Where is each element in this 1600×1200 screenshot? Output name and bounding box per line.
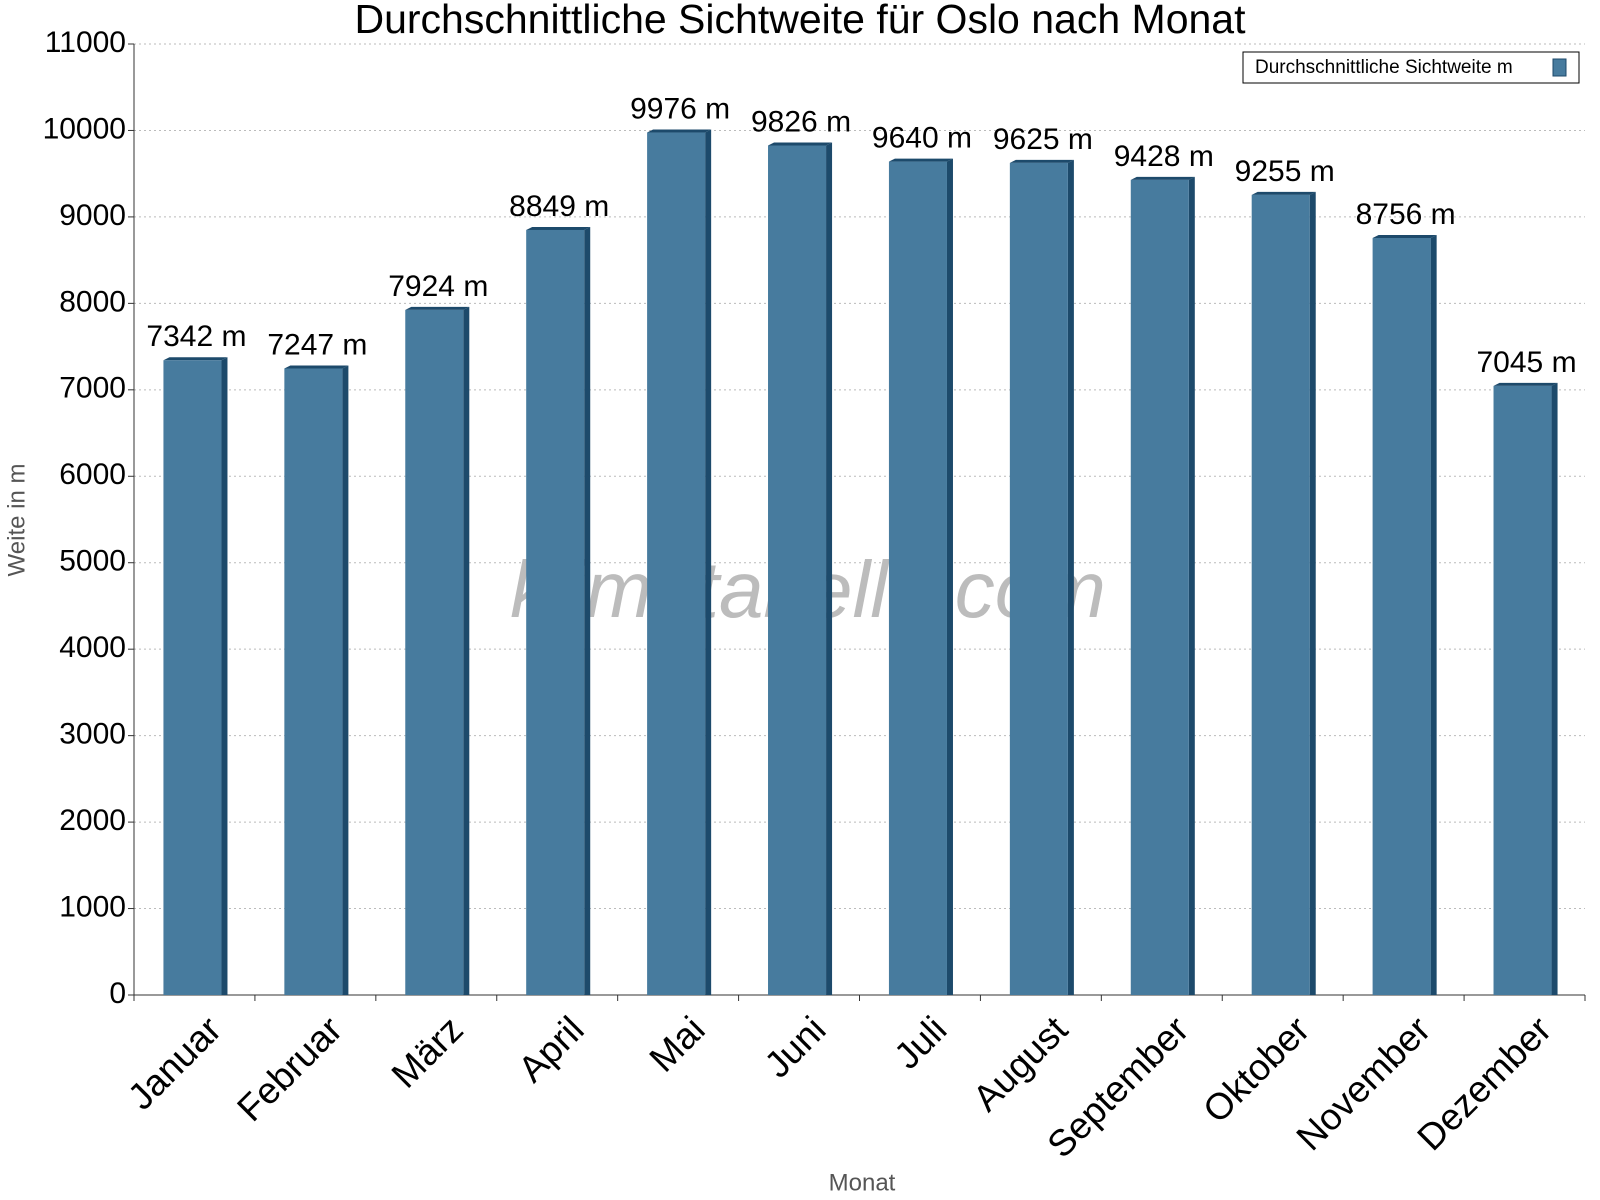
data-label: 8849 m <box>509 190 609 223</box>
y-tick-label: 7000 <box>59 372 126 405</box>
bar-side <box>705 129 712 996</box>
data-label: 9640 m <box>872 122 972 155</box>
bar <box>405 309 464 995</box>
bar-top <box>647 129 712 133</box>
y-tick-label: 9000 <box>59 199 126 232</box>
y-axis-label: Weite in m <box>3 464 30 577</box>
bar-side <box>946 158 953 995</box>
x-axis-label: Monat <box>829 1169 896 1196</box>
bar-side <box>342 365 349 996</box>
data-label: 7045 m <box>1477 346 1577 379</box>
bar-top <box>1251 191 1316 195</box>
bar <box>1009 162 1068 995</box>
data-label: 8756 m <box>1356 198 1456 231</box>
bar-side <box>1067 159 1074 995</box>
bar-side <box>1430 235 1437 995</box>
y-tick-label: 4000 <box>59 631 126 664</box>
x-tick-label: August <box>965 1008 1076 1119</box>
bar <box>1372 238 1431 995</box>
bar <box>163 360 222 995</box>
data-label: 9255 m <box>1235 155 1335 188</box>
bar <box>1130 179 1189 995</box>
y-tick-label: 2000 <box>59 804 126 837</box>
y-tick-label: 5000 <box>59 545 126 578</box>
bar-side <box>463 306 470 995</box>
x-tick-label: Juli <box>886 1009 954 1077</box>
bar <box>768 145 827 996</box>
bar-side <box>584 226 591 995</box>
data-label: 9826 m <box>751 105 851 138</box>
bar-top <box>163 357 228 361</box>
legend: Durchschnittliche Sichtweite m <box>1242 51 1580 84</box>
bar-top <box>405 306 470 310</box>
bar-top <box>1493 382 1558 386</box>
bar-side <box>1551 382 1558 995</box>
y-tick-label: 3000 <box>59 718 126 751</box>
x-tick-label: Mai <box>642 1009 713 1080</box>
bar-side <box>826 142 833 996</box>
bar-top <box>284 365 349 369</box>
bar-top <box>888 158 953 162</box>
chart-title: Durchschnittliche Sichtweite für Oslo na… <box>354 0 1246 42</box>
y-tick-label: 11000 <box>45 26 126 59</box>
data-label: 7924 m <box>388 270 488 303</box>
data-label: 9428 m <box>1114 140 1214 173</box>
bar-top <box>1009 159 1074 163</box>
x-tick-label: Januar <box>120 1009 229 1118</box>
x-tick-label: Oktober <box>1195 1009 1317 1131</box>
bar-top <box>1372 235 1437 239</box>
bar-top <box>526 226 591 230</box>
bar <box>284 368 343 996</box>
bar <box>888 161 947 995</box>
bar <box>1493 385 1552 995</box>
y-tick-label: 6000 <box>59 458 126 491</box>
data-label: 9976 m <box>630 92 730 125</box>
x-tick-label: März <box>384 1009 471 1096</box>
bar <box>1251 194 1310 996</box>
legend-swatch <box>1552 58 1567 77</box>
bar-top <box>768 142 833 146</box>
bar-top <box>1130 176 1195 180</box>
data-label: 9625 m <box>993 123 1093 156</box>
y-tick-label: 10000 <box>43 112 126 145</box>
legend-box <box>1242 51 1580 84</box>
bar <box>647 132 706 996</box>
data-label: 7247 m <box>267 328 367 361</box>
x-tick-label: Februar <box>229 1009 350 1130</box>
bar <box>526 229 585 995</box>
x-tick-label: Dezember <box>1409 1009 1559 1159</box>
data-label: 7342 m <box>146 320 246 353</box>
y-tick-label: 0 <box>109 977 126 1010</box>
x-tick-label: Juni <box>757 1009 834 1086</box>
y-tick-label: 8000 <box>59 285 126 318</box>
bar-side <box>1188 176 1195 995</box>
y-tick-label: 1000 <box>59 890 126 923</box>
legend-label: Durchschnittliche Sichtweite m <box>1255 57 1513 78</box>
bar-side <box>1309 191 1316 996</box>
bar-side <box>221 357 228 995</box>
x-tick-label: April <box>510 1009 591 1090</box>
